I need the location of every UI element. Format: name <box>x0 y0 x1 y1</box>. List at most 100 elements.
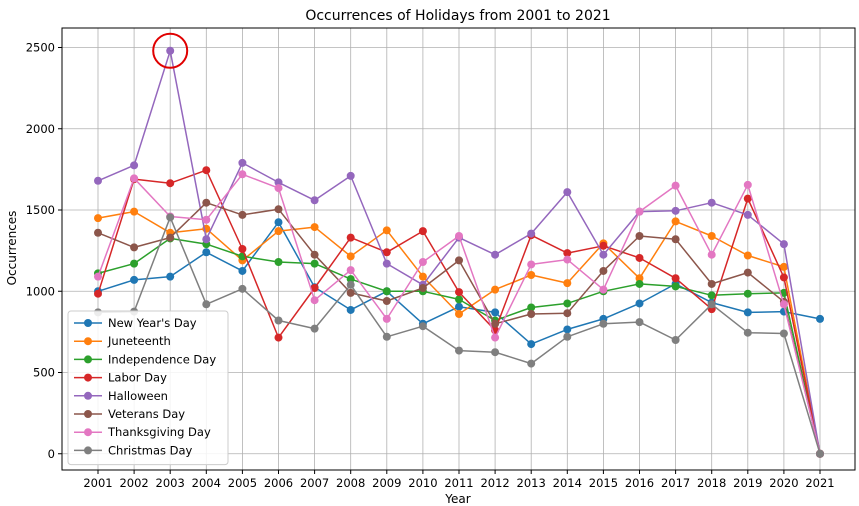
legend-marker <box>84 355 92 364</box>
data-point <box>527 340 536 349</box>
data-point <box>563 299 572 308</box>
data-point <box>671 217 680 226</box>
data-point <box>491 250 500 259</box>
data-point <box>635 232 644 240</box>
data-point <box>455 310 463 318</box>
data-point <box>238 210 247 219</box>
data-point <box>130 259 139 268</box>
legend-item-independence-day: Independence Day <box>74 352 216 366</box>
data-point <box>527 310 536 318</box>
legend-item-new-year-s-day: New Year's Day <box>74 316 197 330</box>
data-point <box>635 318 644 327</box>
highlight-circle <box>152 32 189 69</box>
data-point <box>491 308 500 317</box>
chart-title: Occurrences of Holidays from 2001 to 202… <box>305 8 610 24</box>
data-point <box>563 279 572 288</box>
data-point <box>743 289 752 298</box>
x-tick-label: 2020 <box>769 476 798 490</box>
data-point <box>599 250 608 259</box>
x-tick-label: 2001 <box>83 476 112 490</box>
data-point <box>779 240 788 249</box>
data-point <box>671 282 680 291</box>
data-point <box>671 181 680 190</box>
grid-lines <box>62 28 855 470</box>
data-point <box>671 206 680 215</box>
data-point <box>455 288 463 297</box>
data-point <box>707 300 716 309</box>
data-point <box>455 232 463 240</box>
x-axis-label: Year <box>444 492 470 506</box>
data-point <box>418 272 427 281</box>
x-tick-label: 2015 <box>589 476 618 490</box>
data-point <box>202 215 211 224</box>
data-point <box>635 253 644 262</box>
legend-item-christmas-day: Christmas Day <box>74 443 193 457</box>
legend-item-labor-day: Labor Day <box>74 371 167 385</box>
legend-item-juneteenth: Juneteenth <box>74 334 171 348</box>
data-point <box>563 255 572 264</box>
data-point <box>491 333 500 342</box>
x-tick-label: 2008 <box>336 476 365 490</box>
data-point <box>130 275 139 284</box>
data-point <box>310 223 319 232</box>
legend-label: Labor Day <box>108 371 167 385</box>
data-point <box>310 259 319 268</box>
data-point <box>94 176 102 185</box>
data-point <box>779 273 788 282</box>
x-tick-label: 2006 <box>264 476 293 490</box>
x-tick-label: 2014 <box>553 476 582 490</box>
data-point <box>599 241 608 250</box>
data-point <box>310 296 319 305</box>
data-point <box>635 279 644 288</box>
data-point <box>274 205 283 214</box>
data-point <box>130 161 139 170</box>
data-point <box>563 332 572 341</box>
data-point <box>346 280 355 289</box>
data-point <box>671 235 680 244</box>
data-point <box>274 258 283 266</box>
legend-label: Christmas Day <box>108 443 193 457</box>
data-point <box>743 180 752 189</box>
legend-item-veterans-day: Veterans Day <box>74 407 185 421</box>
data-point <box>94 228 102 237</box>
data-point <box>816 449 824 458</box>
y-tick-label: 0 <box>48 447 55 461</box>
data-point <box>491 348 500 357</box>
axis-ticks: 2001 2002 2003 2004 2005 2006 2007 2008 2009 2010… <box>26 41 835 491</box>
x-tick-label: 2005 <box>228 476 257 490</box>
data-point <box>274 178 283 187</box>
x-tick-label: 2018 <box>697 476 726 490</box>
data-point <box>346 233 355 242</box>
data-point <box>94 272 102 281</box>
legend-marker <box>84 373 92 382</box>
data-point <box>743 194 752 203</box>
data-point <box>563 188 572 197</box>
data-point <box>455 302 463 311</box>
legend-label: New Year's Day <box>108 316 197 330</box>
x-tick-label: 2021 <box>805 476 834 490</box>
legend-marker <box>84 391 92 400</box>
highlight-layer <box>152 32 189 69</box>
data-point <box>418 322 427 331</box>
legend-marker <box>84 410 92 418</box>
data-point <box>202 235 211 244</box>
data-point <box>274 227 283 236</box>
x-tick-label: 2011 <box>444 476 473 490</box>
legend-label: Independence Day <box>108 352 216 366</box>
x-tick-label: 2016 <box>625 476 654 490</box>
data-point <box>455 256 463 265</box>
legend-label: Veterans Day <box>108 407 185 421</box>
data-point <box>382 226 391 235</box>
data-point <box>238 284 247 293</box>
data-point <box>382 259 391 268</box>
data-point <box>563 309 572 318</box>
data-point <box>743 268 752 277</box>
data-point <box>635 274 644 283</box>
data-point <box>491 319 500 328</box>
data-point <box>599 285 608 294</box>
data-point <box>382 248 391 257</box>
y-tick-label: 2500 <box>26 41 55 55</box>
data-point <box>743 210 752 219</box>
data-point <box>455 346 463 355</box>
